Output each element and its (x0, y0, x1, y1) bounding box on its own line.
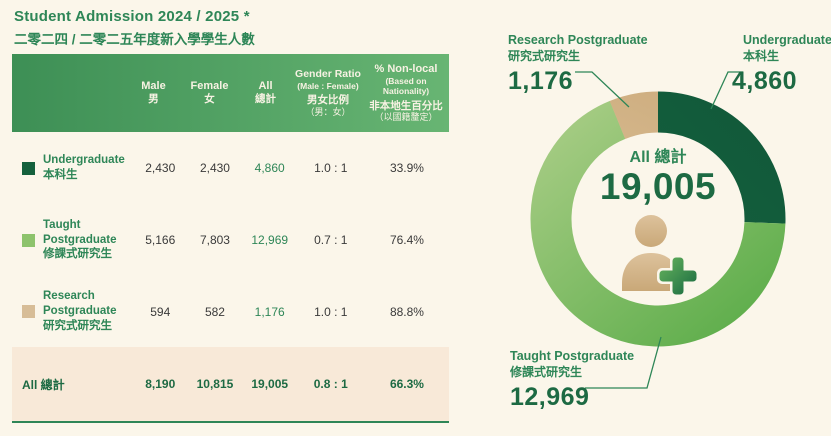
header-ratio-zh: 男女比例 (307, 94, 349, 107)
callout-en: Research Postgraduate (508, 33, 648, 47)
header-cell-all: All 總計 (238, 54, 293, 132)
header-all-zh: 總計 (255, 93, 276, 106)
research-postgraduate-swatch-icon (22, 305, 35, 318)
callout-taught-postgraduate: Taught Postgraduate 修課式研究生 12,969 (510, 349, 634, 413)
cell-female: 7,803 (199, 233, 230, 247)
cell-male: 594 (150, 304, 171, 319)
callout-en: Taught Postgraduate (510, 349, 635, 363)
cell-male: 5,166 (145, 233, 176, 247)
callout-undergraduate: Undergraduate 本科生 4,860 (732, 33, 831, 97)
total-label: All 總計 (22, 377, 65, 392)
header-female-en: Female (190, 79, 229, 92)
row-label-cell: Undergraduate 本科生 (12, 132, 133, 204)
row-label-zh: 本科生 (43, 169, 78, 181)
table-row-research-postgraduate: Research Postgraduate 研究式研究生 594 582 1,1… (12, 276, 449, 347)
person-head (635, 214, 667, 247)
page-subtitle: 二零二四 / 二零二五年度新入學學生人數 (14, 32, 255, 47)
header-male-zh: 男 (148, 93, 159, 106)
row-label: Undergraduate 本科生 (43, 153, 127, 183)
header-male-en: Male (141, 79, 166, 92)
total-female: 10,815 (196, 377, 234, 391)
donut-center-value: 19,005 (599, 166, 717, 207)
cell-female: 2,430 (199, 161, 230, 175)
row-label-en: Research Postgraduate (43, 290, 117, 318)
callout-zh: 本科生 (743, 48, 780, 63)
row-label: Taught Postgraduate 修課式研究生 (43, 218, 127, 263)
callout-value: 1,176 (508, 66, 574, 95)
total-ratio: 0.8 : 1 (313, 377, 348, 391)
row-label-cell: Taught Postgraduate 修課式研究生 (12, 204, 133, 276)
donut-center: All 總計 19,005 (530, 91, 786, 347)
callout-zh: 修課式研究生 (510, 364, 583, 379)
header-ratio-en: Gender Ratio (295, 68, 361, 81)
cell-nonlocal: 76.4% (389, 233, 424, 247)
undergraduate-swatch-icon (22, 161, 35, 175)
row-label-cell: Research Postgraduate 研究式研究生 (12, 276, 133, 347)
callout-en: Undergraduate (743, 33, 831, 47)
header-cell-gender-ratio: Gender Ratio (Male : Female) 男女比例 （男：女） (293, 54, 363, 132)
callout-zh: 研究式研究生 (508, 48, 581, 63)
table-row-undergraduate: Undergraduate 本科生 2,430 2,430 4,860 1.0 … (12, 132, 449, 204)
header-all-en: All (258, 79, 273, 92)
plus-icon (657, 254, 699, 297)
cell-ratio: 0.7 : 1 (314, 233, 348, 247)
header-ratio-zh-sub: （男：女） (305, 106, 351, 117)
header-cell-male: Male 男 (126, 54, 181, 132)
row-label-zh: 研究式研究生 (43, 319, 112, 332)
donut-center-label: All 總計 (629, 149, 687, 166)
header-ratio-en-sub: (Male : Female) (297, 80, 359, 91)
page-title: Student Admission 2024 / 2025 * (14, 8, 250, 25)
page-title-block: Student Admission 2024 / 2025 * 二零二四 / 二… (14, 8, 255, 48)
cell-all: 12,969 (251, 233, 289, 247)
donut-chart (530, 91, 786, 347)
cell-female: 582 (204, 304, 225, 319)
cell-ratio: 1.0 : 1 (314, 304, 348, 319)
header-nonlocal-zh-sub: （以國籍釐定） (374, 112, 438, 123)
header-female-zh: 女 (204, 93, 215, 106)
cell-all: 4,860 (254, 161, 285, 175)
header-cell-nonlocal: % Non-local (Based on Nationality) 非本地生百… (363, 54, 449, 132)
callout-value: 4,860 (732, 66, 798, 95)
callout-research-postgraduate: Research Postgraduate 研究式研究生 1,176 (508, 33, 648, 97)
header-nonlocal-en-sub: (Based on Nationality) (382, 75, 430, 97)
row-label: Research Postgraduate 研究式研究生 (43, 289, 127, 334)
header-nonlocal-zh: 非本地生百分比 (369, 99, 443, 112)
total-all: 19,005 (251, 377, 289, 391)
header-cell-female: Female 女 (181, 54, 238, 132)
new-student-icon (622, 214, 699, 297)
cell-nonlocal: 88.8% (389, 304, 424, 319)
cell-all: 1,176 (254, 304, 285, 319)
row-label-en: Undergraduate (43, 154, 125, 167)
cell-male: 2,430 (145, 161, 176, 175)
table-header-row: Male 男 Female 女 All 總計 Gender Ratio (Mal… (12, 54, 449, 132)
table-row-taught-postgraduate: Taught Postgraduate 修課式研究生 5,166 7,803 1… (12, 204, 449, 276)
total-male: 8,190 (145, 377, 176, 391)
total-nonlocal: 66.3% (389, 377, 424, 391)
table-row-total: All 總計 8,190 10,815 19,005 0.8 : 1 66.3% (12, 347, 449, 421)
header-cell-blank (12, 54, 126, 132)
header-nonlocal-en: % Non-local (374, 62, 438, 75)
callout-value: 12,969 (510, 382, 590, 411)
taught-postgraduate-swatch-icon (22, 233, 35, 247)
row-label-zh: 修課式研究生 (43, 248, 112, 261)
admission-table: Male 男 Female 女 All 總計 Gender Ratio (Mal… (12, 54, 449, 423)
cell-ratio: 1.0 : 1 (314, 161, 348, 175)
cell-nonlocal: 33.9% (389, 161, 424, 175)
row-label-en: Taught Postgraduate (43, 218, 117, 246)
